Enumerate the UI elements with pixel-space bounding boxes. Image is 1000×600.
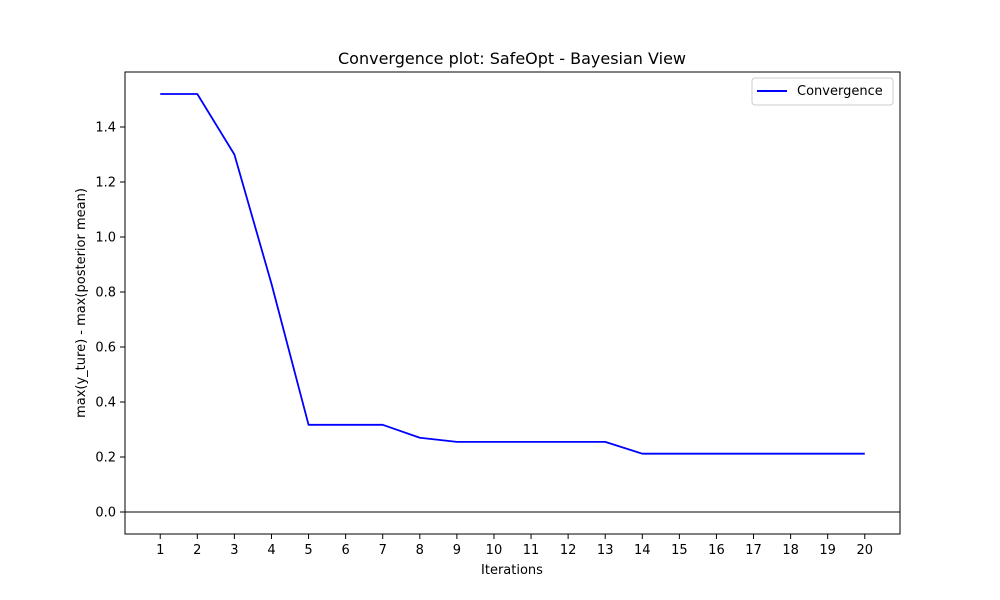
x-tick-label: 11 (523, 543, 540, 558)
x-tick-label: 17 (745, 543, 762, 558)
x-tick-label: 19 (819, 543, 836, 558)
y-tick-label: 0.8 (95, 286, 116, 301)
legend-label: Convergence (797, 84, 883, 99)
y-tick-label: 1.2 (95, 176, 116, 191)
series-line-convergence (160, 93, 865, 455)
x-tick-label: 10 (486, 543, 503, 558)
plot-frame (124, 71, 901, 535)
chart-title: Convergence plot: SafeOpt - Bayesian Vie… (338, 49, 686, 68)
y-tick-label: 1.0 (95, 231, 116, 246)
x-tick-label: 13 (597, 543, 614, 558)
y-tick-label: 0.6 (95, 341, 116, 356)
y-tick-label: 0.4 (95, 396, 116, 411)
x-tick-label: 6 (341, 543, 349, 558)
x-tick-label: 9 (453, 543, 461, 558)
x-tick-label: 15 (671, 543, 688, 558)
x-tick-label: 2 (193, 543, 201, 558)
y-tick-label: 0.2 (95, 451, 116, 466)
x-tick-label: 1 (156, 543, 164, 558)
x-axis-label: Iterations (481, 563, 543, 578)
x-tick-label: 16 (708, 543, 725, 558)
x-tick-label: 14 (634, 543, 651, 558)
x-tick-label: 7 (379, 543, 387, 558)
series-layer (160, 93, 865, 455)
x-tick-label: 5 (304, 543, 312, 558)
legend: Convergence (751, 77, 894, 106)
x-tick-label: 20 (856, 543, 873, 558)
x-tick-label: 12 (560, 543, 577, 558)
y-tick-label: 1.4 (95, 121, 116, 136)
y-axis-ticks: 0.0 0.2 0.4 0.6 0.8 1.0 1.2 1.4 (95, 121, 125, 521)
legend-box (751, 77, 894, 106)
x-tick-label: 3 (230, 543, 238, 558)
y-axis-label: max(y_ture) - max(posterior mean) (74, 188, 89, 418)
y-tick-label: 0.0 (95, 506, 116, 521)
x-axis-ticks: 1 2 3 4 5 6 7 8 9 10 11 12 13 14 15 16 17 18 19 20 (156, 534, 873, 558)
x-tick-label: 4 (267, 543, 275, 558)
x-tick-label: 8 (416, 543, 424, 558)
x-tick-label: 18 (782, 543, 799, 558)
